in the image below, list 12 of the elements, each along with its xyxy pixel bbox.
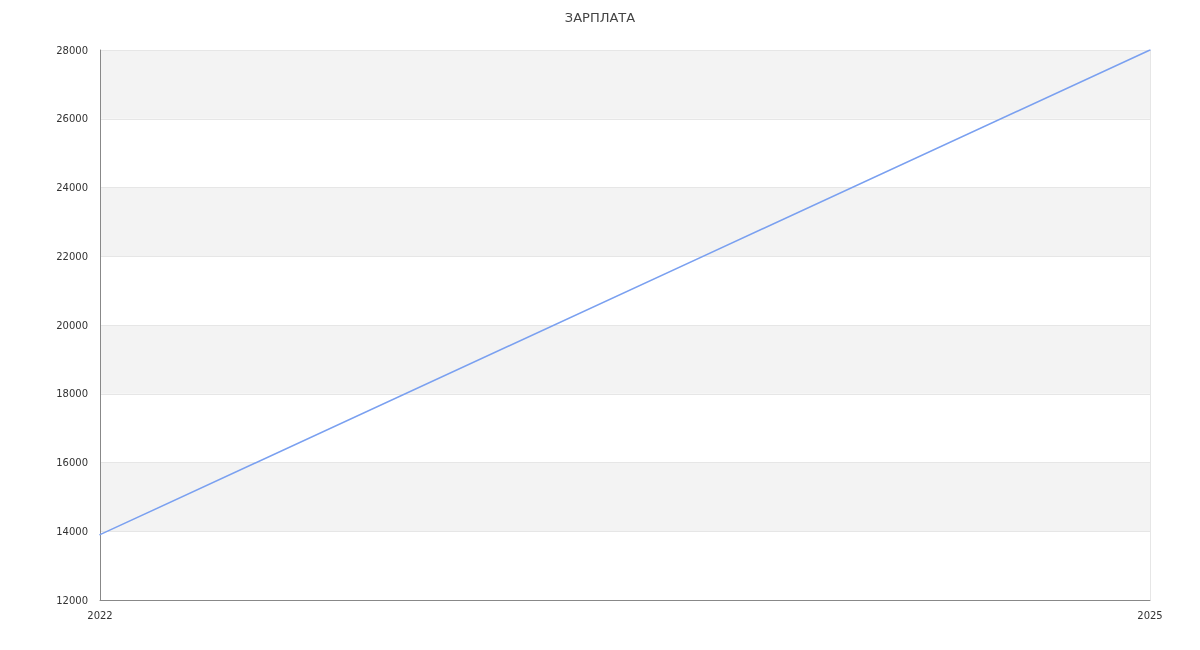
y-tick-label: 16000: [56, 457, 88, 468]
chart-title: ЗАРПЛАТА: [564, 10, 636, 25]
x-tick-label: 2025: [1137, 609, 1163, 621]
y-tick-label: 24000: [56, 182, 88, 193]
y-tick-label: 18000: [56, 388, 88, 400]
y-tick-label: 26000: [56, 113, 88, 125]
y-tick-label: 28000: [56, 44, 88, 56]
y-tick-label: 12000: [56, 594, 88, 606]
x-tick-label: 2022: [87, 609, 113, 621]
y-tick-label: 22000: [56, 250, 88, 262]
y-tick-label: 14000: [56, 525, 88, 537]
y-tick-label: 20000: [56, 319, 88, 331]
